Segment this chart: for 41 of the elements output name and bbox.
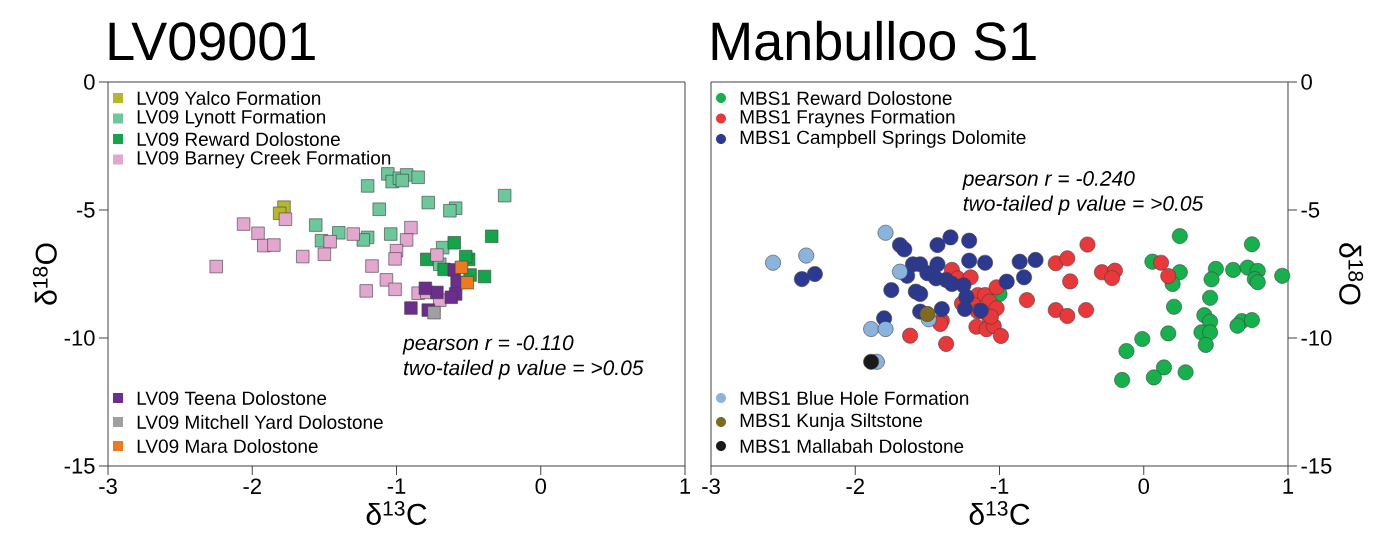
annotation: pearson r = -0.110	[402, 335, 574, 355]
legend-label: MBS1 Blue Hole Formation	[740, 391, 969, 405]
chart-title: LV09001	[109, 22, 315, 61]
x-tick-label: 1	[680, 478, 691, 494]
x-axis-title: δ$^{13}$C	[366, 500, 427, 525]
y-tick-label: -15	[1301, 458, 1332, 474]
legend-label: LV09 Mitchell Yard Dolostone	[137, 415, 383, 429]
annotation: two-tailed p value = >0.05	[404, 359, 644, 380]
legend-label: MBS1 Mallabah Dolostone	[740, 439, 964, 453]
legend-label: MBS1 Kunja Siltstone	[740, 413, 923, 431]
x-tick-label: -3	[99, 478, 117, 495]
x-tick-label: -2	[846, 478, 864, 494]
x-tick-label: 0	[535, 478, 547, 495]
y-tick-label: 0	[84, 74, 95, 90]
legend-label: MBS1 Campbell Springs Dolomite	[740, 130, 1026, 148]
y-tick-label: -10	[64, 330, 95, 346]
x-axis-title: δ$^{13}$C	[969, 500, 1030, 525]
y-tick-label: -15	[64, 458, 95, 474]
legend-label: LV09 Barney Creek Formation	[137, 150, 391, 169]
y-tick-label: 0	[1301, 74, 1312, 90]
legend-label: LV09 Mara Dolostone	[137, 439, 318, 453]
y-axis-title: δ$^{18}$O	[1339, 243, 1364, 305]
x-tick-label: -1	[387, 478, 406, 494]
legend-label: LV09 Teena Dolostone	[137, 391, 327, 405]
chart-title: Manbulloo S1	[712, 20, 1036, 61]
x-tick-label: -3	[702, 478, 720, 495]
legend-label: MBS1 Fraynes Formation	[740, 109, 955, 128]
y-tick-label: -5	[76, 202, 95, 218]
annotation: pearson r = -0.240	[962, 171, 1135, 191]
y-axis-title: δ$^{18}$O	[32, 243, 57, 305]
y-tick-label: -5	[1301, 202, 1320, 218]
annotation: two-tailed p value = >0.05	[963, 195, 1204, 216]
legend-label: LV09 Reward Dolostone	[137, 132, 340, 146]
legend-label: MBS1 Reward Dolostone	[740, 91, 952, 105]
x-tick-label: 0	[1138, 478, 1149, 495]
y-tick-label: -10	[1301, 330, 1332, 346]
legend-label: LV09 Lynott Formation	[137, 109, 326, 128]
legend-label: LV09 Yalco Formation	[137, 91, 321, 105]
x-tick-label: -1	[990, 478, 1009, 494]
x-tick-label: 1	[1283, 478, 1294, 494]
x-tick-label: -2	[243, 478, 261, 494]
